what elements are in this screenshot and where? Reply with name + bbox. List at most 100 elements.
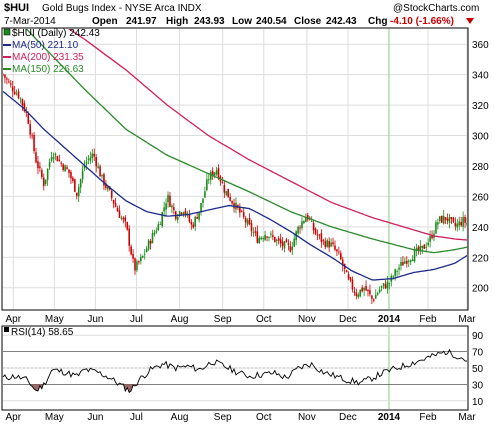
- price-x-tick-label: Sep: [214, 314, 232, 325]
- symbol: $HUI: [4, 2, 29, 14]
- price-candle-body: [41, 170, 43, 178]
- price-candle-body: [167, 194, 169, 203]
- price-candle-body: [114, 203, 117, 207]
- price-candle-body: [458, 221, 461, 226]
- rsi-y-tick-label: 90: [472, 331, 484, 342]
- price-candle-body: [324, 241, 327, 248]
- price-candle-body: [155, 231, 158, 233]
- price-candle-body: [52, 156, 55, 159]
- price-candle-body: [258, 238, 261, 244]
- price-candle-body: [351, 279, 354, 290]
- price-candle-body: [192, 224, 195, 228]
- low-value: 240.54: [256, 16, 287, 27]
- price-candle-body: [223, 185, 226, 193]
- price-candle-body: [77, 187, 80, 197]
- price-candle-body: [413, 250, 416, 262]
- price-candle-body: [209, 172, 212, 180]
- price-x-tick-label: 2014: [378, 314, 401, 325]
- price-candle-body: [188, 214, 191, 222]
- price-y-tick-label: 220: [472, 253, 489, 264]
- price-candle-body: [37, 161, 39, 169]
- price-candle-body: [95, 157, 97, 167]
- price-candle-body: [204, 191, 206, 198]
- price-candle-body: [367, 289, 369, 292]
- price-candle-body: [318, 234, 321, 236]
- price-y-tick-label: 260: [472, 192, 489, 203]
- price-candle-body: [19, 98, 22, 100]
- price-candle-body: [291, 246, 294, 251]
- price-candle-body: [448, 216, 451, 223]
- price-candle-body: [101, 174, 103, 177]
- price-candle-body: [8, 81, 10, 83]
- price-candle-body: [141, 255, 144, 258]
- price-candle-body: [406, 260, 408, 264]
- price-candle-body: [225, 191, 228, 195]
- rsi-x-tick-label: 2014: [378, 412, 401, 423]
- rsi-line-path: [2, 348, 468, 394]
- price-candle-body: [407, 260, 410, 262]
- rsi-x-tick-label: Aug: [171, 412, 189, 423]
- price-candle-body: [112, 199, 115, 204]
- price-candle-body: [371, 295, 373, 299]
- price-candle-body: [70, 171, 72, 179]
- price-candle-body: [66, 167, 68, 170]
- price-candle-body: [58, 159, 61, 161]
- price-x-tick-label: Feb: [419, 314, 437, 325]
- price-candle-body: [151, 233, 154, 244]
- price-candle-body: [54, 153, 57, 156]
- moving-averages: [3, 29, 467, 281]
- price-candle-body: [446, 218, 449, 222]
- chg-label: Chg: [368, 16, 387, 27]
- legend-price-swatch: [3, 28, 11, 36]
- close-value: 242.43: [326, 16, 357, 27]
- legend: $HUI (Daily) 242.43 MA(50) 221.10 MA(200…: [3, 28, 100, 75]
- price-x-tick-label: May: [45, 314, 64, 325]
- price-candle-body: [454, 222, 457, 227]
- price-candle-body: [182, 212, 185, 215]
- price-candle-body: [417, 246, 420, 252]
- price-candle-body: [27, 114, 30, 124]
- price-candle-body: [118, 210, 121, 218]
- price-candle-body: [396, 270, 398, 272]
- rsi-x-tick-label: Mar: [458, 412, 476, 423]
- price-y-tick-label: 360: [472, 40, 489, 51]
- open-label: Open: [92, 16, 118, 27]
- rsi-legend-swatch: [4, 327, 9, 332]
- price-candle-body: [29, 124, 31, 135]
- price-candle-body: [330, 242, 332, 247]
- price-candle-body: [427, 242, 429, 246]
- price-x-tick-label: Nov: [298, 314, 316, 325]
- price-candle-body: [452, 217, 455, 222]
- price-candle-body: [227, 188, 230, 198]
- price-candle-body: [466, 223, 467, 225]
- price-candle-body: [310, 221, 313, 222]
- price-candle-body: [143, 253, 146, 255]
- source-watermark: @StockCharts.com: [393, 3, 479, 14]
- rsi-y-tick-label: 30: [472, 380, 484, 391]
- price-candle-body: [361, 287, 363, 292]
- price-candle-body: [75, 192, 78, 196]
- price-candle-body: [15, 93, 18, 95]
- price-candle-body: [120, 217, 123, 219]
- price-candle-body: [378, 289, 381, 293]
- price-candle-body: [136, 261, 138, 271]
- price-candle-body: [392, 276, 395, 278]
- price-candle-body: [256, 231, 259, 243]
- price-candle-body: [332, 242, 334, 245]
- price-candle-body: [400, 262, 402, 266]
- price-candle-body: [3, 74, 4, 76]
- price-candle-body: [303, 220, 305, 224]
- price-candle-body: [376, 293, 379, 295]
- price-candle-body: [165, 203, 167, 210]
- price-candle-body: [460, 221, 462, 226]
- price-candle-body: [122, 217, 125, 220]
- quote-date: 7-Mar-2014: [4, 16, 56, 27]
- price-candle-body: [206, 179, 208, 191]
- rsi-y-tick-label: 10: [472, 397, 484, 408]
- price-candle-body: [316, 234, 319, 236]
- price-candle-body: [198, 211, 200, 220]
- price-candle-body: [365, 285, 367, 291]
- price-candle-body: [215, 170, 218, 175]
- price-candle-body: [404, 261, 406, 264]
- price-x-tick-label: Apr: [5, 314, 21, 325]
